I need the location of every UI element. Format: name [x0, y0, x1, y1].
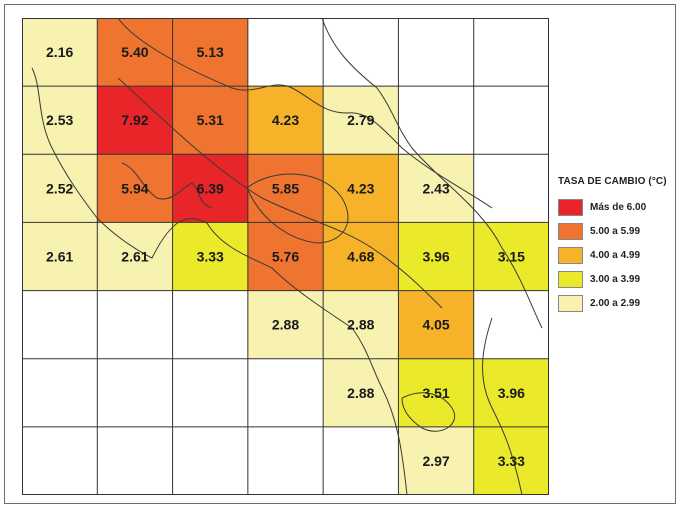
legend-label: 2.00 a 2.99: [590, 298, 641, 309]
legend-label: Más de 6.00: [590, 202, 647, 213]
cell-value: 4.23: [347, 180, 374, 196]
cell-value: 3.96: [498, 385, 525, 401]
temperature-change-grid-map: 2.16 5.40 5.13 2.53 7.92 5.31 4.23 2.79 2.52 5.94…: [22, 18, 549, 495]
cell-value: 6.39: [197, 180, 224, 196]
cell-value: 5.85: [272, 180, 299, 196]
cell-value: 2.88: [347, 317, 374, 333]
grid-cell: [172, 86, 248, 155]
grid-cell: [323, 358, 399, 427]
central-range-line: [117, 77, 443, 309]
cell-value: 3.33: [197, 249, 224, 265]
grid-cell: [97, 86, 173, 155]
cell-value: 3.15: [498, 249, 525, 265]
cell-value: 2.52: [46, 180, 73, 196]
southern-border-line: [482, 317, 523, 495]
cell-value: 2.61: [121, 249, 148, 265]
lake-outline: [246, 173, 349, 244]
grid-cell: [97, 222, 173, 291]
legend-item: 4.00 a 4.99: [558, 247, 676, 264]
legend-swatch: [558, 199, 583, 216]
grid-cell: [22, 154, 98, 223]
cell-value: 2.43: [422, 180, 449, 196]
cell-value: 5.94: [121, 180, 148, 196]
grid-cell: [172, 222, 248, 291]
legend-label: 5.00 a 5.99: [590, 226, 641, 237]
cell-value: 7.92: [121, 112, 148, 128]
north-coast-line: [117, 18, 493, 209]
nicoya-gulf-line: [121, 162, 213, 209]
cell-value: 5.31: [197, 112, 224, 128]
grid-cell: [398, 426, 474, 495]
grid-cell: [398, 358, 474, 427]
grid-cell: [323, 86, 399, 155]
cell-value: 2.88: [272, 317, 299, 333]
cell-value: 2.53: [46, 112, 73, 128]
cell-value: 5.40: [121, 44, 148, 60]
grid-cell: [323, 222, 399, 291]
cell-value: 2.79: [347, 112, 374, 128]
cell-value: 4.68: [347, 249, 374, 265]
grid-cell: [97, 154, 173, 223]
grid-cell: [172, 18, 248, 87]
caribbean-coast-line: [321, 18, 543, 329]
legend-swatch: [558, 247, 583, 264]
legend-items: Más de 6.00 5.00 a 5.99 4.00 a 4.99 3.00 a …: [556, 199, 676, 312]
cell-value: 4.23: [272, 112, 299, 128]
grid-lines: [22, 18, 549, 495]
grid-cell: [22, 86, 98, 155]
cell-value: 3.51: [422, 385, 449, 401]
cell-value: 2.61: [46, 249, 73, 265]
grid-cell: [172, 154, 248, 223]
cell-value: 3.96: [422, 249, 449, 265]
legend: TASA DE CAMBIO (°C) Más de 6.00 5.00 a 5.…: [556, 176, 676, 319]
grid-cell: [323, 154, 399, 223]
cell-value: 2.88: [347, 385, 374, 401]
grid-cell: [473, 222, 549, 291]
cell-value-labels: 2.16 5.40 5.13 2.53 7.92 5.31 4.23 2.79 2.52 5.94…: [46, 44, 525, 469]
cell-value: 5.76: [272, 249, 299, 265]
cell-value: 4.05: [422, 317, 449, 333]
grid-cell: [247, 290, 324, 359]
cell-value: 3.33: [498, 453, 525, 469]
cell-value: 2.16: [46, 44, 73, 60]
legend-swatch: [558, 271, 583, 288]
legend-swatch: [558, 295, 583, 312]
grid-cell: [473, 426, 549, 495]
legend-swatch: [558, 223, 583, 240]
osa-peninsula-line: [401, 392, 456, 432]
cell-value: 2.97: [422, 453, 449, 469]
legend-title: TASA DE CAMBIO (°C): [558, 176, 667, 187]
legend-item: 2.00 a 2.99: [558, 295, 676, 312]
grid-cell: [247, 222, 324, 291]
legend-label: 4.00 a 4.99: [590, 250, 641, 261]
grid-cell: [22, 222, 98, 291]
grid-cell: [323, 290, 399, 359]
grid-cell: [247, 86, 324, 155]
coastline-outline: [31, 18, 543, 495]
legend-item: Más de 6.00: [558, 199, 676, 216]
legend-label: 3.00 a 3.99: [590, 274, 641, 285]
legend-item: 3.00 a 3.99: [558, 271, 676, 288]
pacific-coast-line: [31, 67, 408, 495]
grid-cell: [398, 222, 474, 291]
cell-value: 5.13: [197, 44, 224, 60]
legend-item: 5.00 a 5.99: [558, 223, 676, 240]
